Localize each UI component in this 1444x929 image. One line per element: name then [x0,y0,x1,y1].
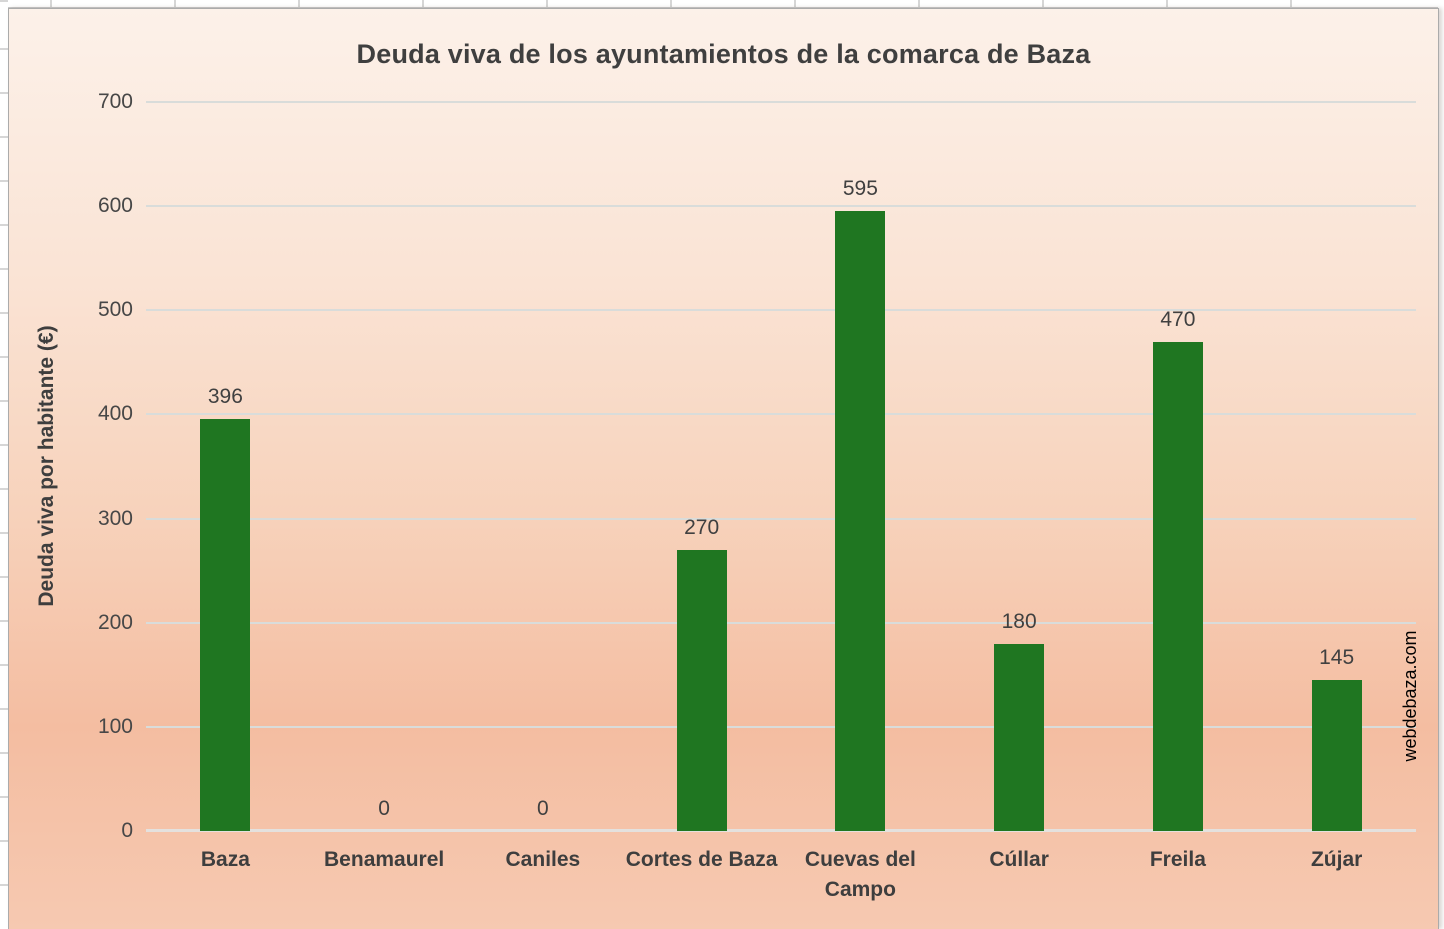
bar-freila[interactable] [1152,341,1203,831]
x-axis-label-cuevas-del-campo: Cuevas del Campo [804,848,916,901]
gridline-700 [146,101,1416,103]
gridline-400 [146,413,1416,416]
data-label-benamaurel: 0 [378,797,390,820]
x-axis-label-zujar: Zújar [1310,848,1363,871]
data-label-cullar: 180 [1001,609,1037,633]
spreadsheet-cells-right[interactable] [1438,0,1444,928]
data-label-cuevas-del-campo: 595 [842,177,878,201]
gridline-600 [146,205,1416,208]
y-tick-label-400: 400 [97,402,133,426]
plot-area: 396 0 0 270 595 180 470 145 [146,101,1416,832]
gridline-500 [146,309,1416,312]
gridline-300 [146,517,1416,520]
x-axis-label-benamaurel: Benamaurel [324,848,445,871]
x-axis-label-baza: Baza [200,848,250,871]
bar-baza[interactable] [200,418,251,831]
bar-zujar[interactable] [1311,680,1362,831]
spreadsheet-cells-left[interactable] [0,0,8,928]
y-tick-label-0: 0 [121,819,133,842]
spreadsheet-cells-top[interactable] [0,0,1444,8]
data-label-caniles: 0 [537,797,549,820]
x-axis-label-cortes-de-baza: Cortes de Baza [625,848,778,871]
y-axis-title: Deuda viva por habitante (€) [35,325,58,607]
x-axis-line [146,829,1416,832]
data-label-zujar: 145 [1319,645,1355,669]
chart-title: Deuda viva de los ayuntamientos de la co… [356,39,1091,69]
data-label-baza: 396 [207,384,243,408]
y-tick-label-200: 200 [97,610,133,634]
x-axis-label-freila: Freila [1149,848,1206,871]
y-tick-label-700: 700 [97,90,133,113]
y-tick-label-500: 500 [97,298,133,322]
bar-cullar[interactable] [994,643,1045,831]
y-tick-label-300: 300 [97,506,133,530]
data-label-cortes-de-baza: 270 [684,515,720,539]
watermark-text: webdebaza.com [1400,630,1420,762]
data-label-freila: 470 [1160,307,1196,331]
x-axis-label-caniles: Caniles [505,848,581,871]
chart-object[interactable]: Deuda viva de los ayuntamientos de la co… [8,8,1439,929]
y-tick-label-100: 100 [97,714,133,738]
y-tick-label-600: 600 [97,194,133,218]
gridline-200 [146,621,1416,624]
bar-cortes-de-baza[interactable] [676,549,727,831]
gridline-100 [146,725,1416,728]
x-axis-label-cullar: Cúllar [989,848,1049,871]
bar-cuevas-del-campo[interactable] [835,211,886,831]
